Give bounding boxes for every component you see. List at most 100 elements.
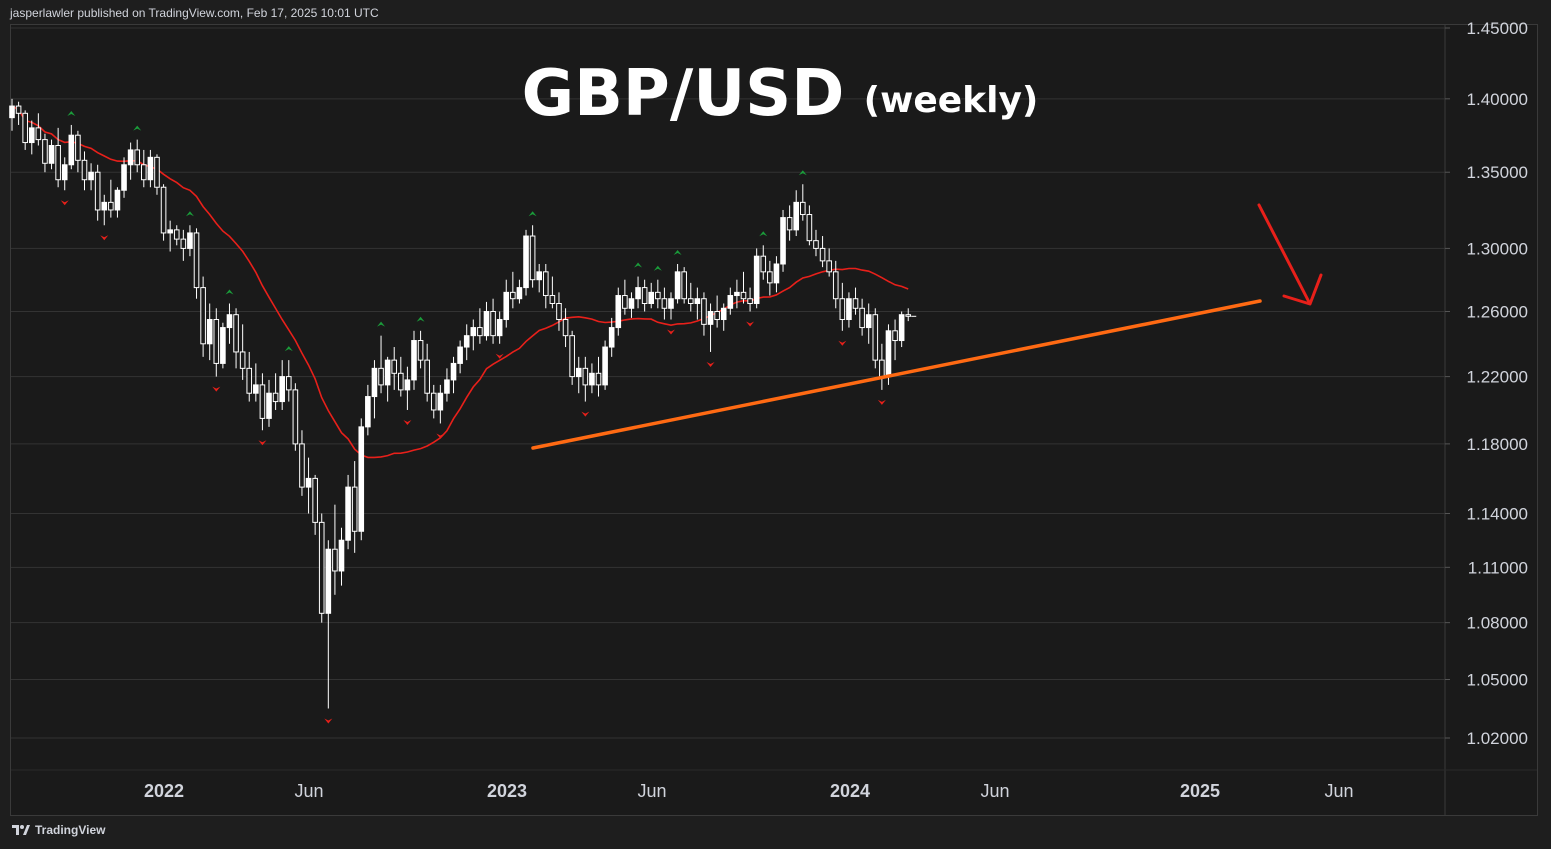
candle-body xyxy=(727,295,734,309)
trendline[interactable] xyxy=(531,299,1262,450)
swing-high-marker xyxy=(634,262,643,268)
publisher-credit: jasperlawler published on TradingView.co… xyxy=(10,6,379,20)
candle xyxy=(305,457,312,514)
candle xyxy=(22,110,28,150)
candle-body xyxy=(780,217,786,265)
price-tick-label: 1.11000 xyxy=(1468,558,1528,577)
candle xyxy=(200,276,206,357)
candle-body xyxy=(213,319,220,364)
candle-body xyxy=(127,149,134,166)
swing-low-marker xyxy=(877,399,886,405)
chart-subtitle-annotation: (weekly) xyxy=(864,80,1039,121)
candle-body xyxy=(180,238,187,249)
time-tick-label: Jun xyxy=(980,781,1009,801)
candle-body xyxy=(470,327,477,337)
tradingview-brand[interactable]: TradingView xyxy=(12,823,105,837)
candle xyxy=(800,184,806,221)
candle-body xyxy=(338,539,345,572)
candle xyxy=(542,263,549,309)
candle xyxy=(720,303,727,331)
candle-body xyxy=(885,330,892,378)
candle-body xyxy=(450,362,457,381)
candle xyxy=(345,474,351,550)
candle-body xyxy=(94,171,101,211)
tradingview-brand-label: TradingView xyxy=(35,823,106,837)
candle-body xyxy=(61,164,68,181)
candle-body xyxy=(417,340,424,361)
candle-body xyxy=(767,271,773,284)
swing-low-marker xyxy=(581,411,590,417)
candle xyxy=(490,298,496,344)
candle-body xyxy=(42,139,48,164)
candle-body xyxy=(819,247,826,262)
candle xyxy=(595,356,602,397)
candle xyxy=(48,139,55,170)
candle-body xyxy=(239,351,246,369)
candle-body xyxy=(773,263,780,284)
candle xyxy=(332,504,338,595)
candle-body xyxy=(259,384,266,419)
candle xyxy=(424,343,430,402)
candle-body xyxy=(800,201,806,216)
swing-low-marker xyxy=(212,386,221,392)
candle xyxy=(193,228,200,299)
candle-body xyxy=(351,486,358,532)
candle-body xyxy=(760,255,767,273)
candle xyxy=(826,248,832,277)
candle-body xyxy=(681,271,687,300)
chart-frame[interactable] xyxy=(10,24,1538,816)
candle-body xyxy=(371,367,378,398)
candle xyxy=(701,292,707,336)
candle xyxy=(88,163,94,191)
swing-high-marker xyxy=(416,316,425,322)
price-tick-label: 1.35000 xyxy=(1467,163,1528,182)
candlestick-layer xyxy=(9,98,912,709)
candle xyxy=(687,282,694,312)
swing-high-marker xyxy=(284,346,293,352)
candle xyxy=(773,256,780,293)
candle xyxy=(121,157,127,198)
candle-body xyxy=(55,144,61,181)
candle-body xyxy=(187,232,193,249)
swing-high-marker xyxy=(225,289,234,295)
down-arrow-icon xyxy=(1257,203,1323,306)
candle-body xyxy=(246,367,253,394)
candle xyxy=(239,324,246,380)
candle xyxy=(141,149,147,188)
swing-high-marker xyxy=(798,170,807,176)
candle-body xyxy=(378,367,384,386)
axis-layer: 1.45000 1.40000 1.35000 1.30000 1.26000 1.220… xyxy=(11,19,1537,815)
candle xyxy=(35,113,42,146)
candle xyxy=(470,319,477,351)
candle-body xyxy=(582,367,589,386)
candle xyxy=(154,154,160,195)
price-tick-label: 1.45000 xyxy=(1467,19,1528,38)
candle xyxy=(582,356,589,402)
candle-body xyxy=(549,295,556,304)
swing-high-marker xyxy=(673,249,682,255)
candle xyxy=(15,101,22,125)
candle-body xyxy=(141,164,147,181)
price-tick-label: 1.02000 xyxy=(1467,729,1528,748)
candle-body xyxy=(345,486,351,541)
candle-body xyxy=(529,235,536,281)
candle-body xyxy=(88,171,94,181)
candle xyxy=(786,205,793,241)
candle-body xyxy=(859,307,865,329)
candle-body xyxy=(332,548,338,572)
candle-body xyxy=(457,346,463,364)
candle xyxy=(740,271,747,304)
candle-body xyxy=(839,298,846,321)
candle xyxy=(510,271,516,309)
candle-body xyxy=(747,298,753,304)
candle-body xyxy=(121,164,127,191)
candle xyxy=(378,335,384,394)
candle xyxy=(483,301,490,341)
candle xyxy=(760,245,767,280)
candle xyxy=(463,324,470,361)
candle-body xyxy=(391,359,398,374)
candle-body xyxy=(510,291,516,300)
candle-body xyxy=(279,376,285,403)
candle xyxy=(813,229,819,257)
